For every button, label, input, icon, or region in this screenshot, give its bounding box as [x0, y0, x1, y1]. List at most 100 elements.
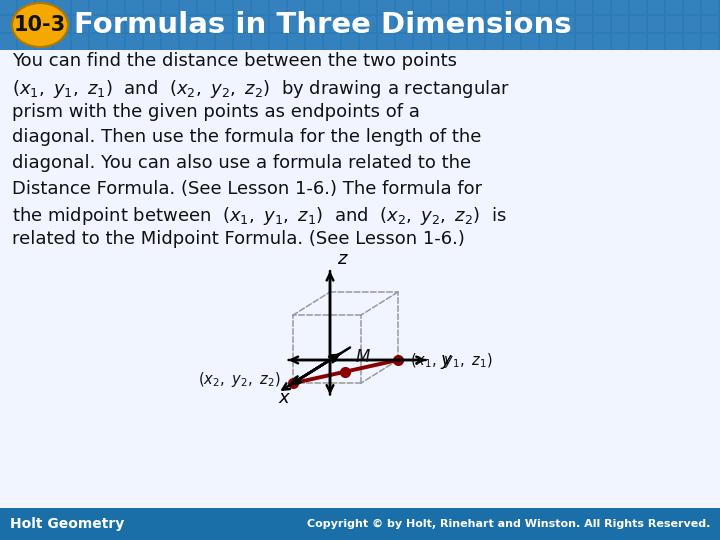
Text: diagonal. Then use the formula for the length of the: diagonal. Then use the formula for the l…: [12, 129, 482, 146]
Bar: [612, 34, 628, 50]
Bar: [432, 34, 448, 50]
Bar: [594, 34, 610, 50]
Text: $(x_2,\ y_2,\ z_2)$: $(x_2,\ y_2,\ z_2)$: [198, 370, 281, 389]
Text: diagonal. You can also use a formula related to the: diagonal. You can also use a formula rel…: [12, 154, 471, 172]
Bar: [18, 34, 34, 50]
Bar: [486, 34, 502, 50]
Bar: [540, 0, 556, 14]
Bar: [702, 16, 718, 32]
Text: related to the Midpoint Formula. (See Lesson 1-6.): related to the Midpoint Formula. (See Le…: [12, 231, 465, 248]
Bar: [18, 16, 34, 32]
Bar: [540, 16, 556, 32]
Bar: [306, 16, 322, 32]
Bar: [90, 0, 106, 14]
Text: x: x: [279, 389, 289, 407]
Bar: [126, 16, 142, 32]
Bar: [504, 34, 520, 50]
Bar: [522, 16, 538, 32]
Bar: [540, 34, 556, 50]
Bar: [504, 16, 520, 32]
Bar: [18, 0, 34, 14]
Bar: [576, 0, 592, 14]
Bar: [522, 34, 538, 50]
Bar: [612, 16, 628, 32]
Bar: [594, 0, 610, 14]
Text: $(x_1,\ y_1,\ z_1)$  and  $(x_2,\ y_2,\ z_2)$  by drawing a rectangular: $(x_1,\ y_1,\ z_1)$ and $(x_2,\ y_2,\ z_…: [12, 78, 510, 99]
Text: Distance Formula. (See Lesson 1-6.) The formula for: Distance Formula. (See Lesson 1-6.) The …: [12, 179, 482, 198]
Bar: [288, 34, 304, 50]
Bar: [630, 34, 646, 50]
Bar: [396, 16, 412, 32]
Bar: [648, 34, 664, 50]
Bar: [630, 16, 646, 32]
Bar: [468, 34, 484, 50]
Bar: [234, 0, 250, 14]
Bar: [666, 16, 682, 32]
Text: M: M: [356, 348, 369, 366]
Bar: [648, 16, 664, 32]
Bar: [360, 34, 376, 50]
Bar: [252, 34, 268, 50]
Bar: [162, 16, 178, 32]
Bar: [576, 34, 592, 50]
Bar: [180, 0, 196, 14]
Bar: [414, 16, 430, 32]
Bar: [666, 0, 682, 14]
Bar: [108, 34, 124, 50]
Bar: [270, 16, 286, 32]
Bar: [450, 16, 466, 32]
Bar: [126, 0, 142, 14]
Bar: [432, 16, 448, 32]
Bar: [198, 34, 214, 50]
Bar: [360, 0, 376, 14]
Bar: [684, 16, 700, 32]
Bar: [558, 16, 574, 32]
Bar: [342, 34, 358, 50]
Text: $(x_1,\ y_1,\ z_1)$: $(x_1,\ y_1,\ z_1)$: [410, 350, 492, 369]
Bar: [324, 34, 340, 50]
Bar: [252, 16, 268, 32]
Bar: [72, 16, 88, 32]
Bar: [576, 16, 592, 32]
Bar: [612, 0, 628, 14]
Bar: [72, 0, 88, 14]
Bar: [72, 34, 88, 50]
Text: 10-3: 10-3: [14, 15, 66, 35]
Bar: [270, 34, 286, 50]
Bar: [126, 34, 142, 50]
Text: You can find the distance between the two points: You can find the distance between the tw…: [12, 52, 457, 70]
Bar: [558, 34, 574, 50]
Bar: [558, 0, 574, 14]
Bar: [162, 0, 178, 14]
Bar: [396, 0, 412, 14]
Bar: [486, 16, 502, 32]
Bar: [702, 34, 718, 50]
Bar: [198, 0, 214, 14]
Bar: [702, 0, 718, 14]
Bar: [396, 34, 412, 50]
Bar: [180, 16, 196, 32]
Bar: [0, 508, 720, 540]
Bar: [54, 16, 70, 32]
Bar: [288, 0, 304, 14]
Bar: [684, 34, 700, 50]
Bar: [594, 16, 610, 32]
Bar: [252, 0, 268, 14]
Bar: [378, 0, 394, 14]
Text: the midpoint between  $(x_1,\ y_1,\ z_1)$  and  $(x_2,\ y_2,\ z_2)$  is: the midpoint between $(x_1,\ y_1,\ z_1)$…: [12, 205, 507, 227]
Bar: [0, 34, 16, 50]
Bar: [36, 16, 52, 32]
Bar: [342, 0, 358, 14]
Bar: [360, 16, 376, 32]
Bar: [0, 16, 16, 32]
Bar: [666, 34, 682, 50]
Bar: [378, 16, 394, 32]
Bar: [684, 0, 700, 14]
Bar: [432, 0, 448, 14]
Bar: [216, 0, 232, 14]
Bar: [414, 0, 430, 14]
Bar: [306, 34, 322, 50]
Bar: [450, 0, 466, 14]
Bar: [288, 16, 304, 32]
Bar: [216, 16, 232, 32]
